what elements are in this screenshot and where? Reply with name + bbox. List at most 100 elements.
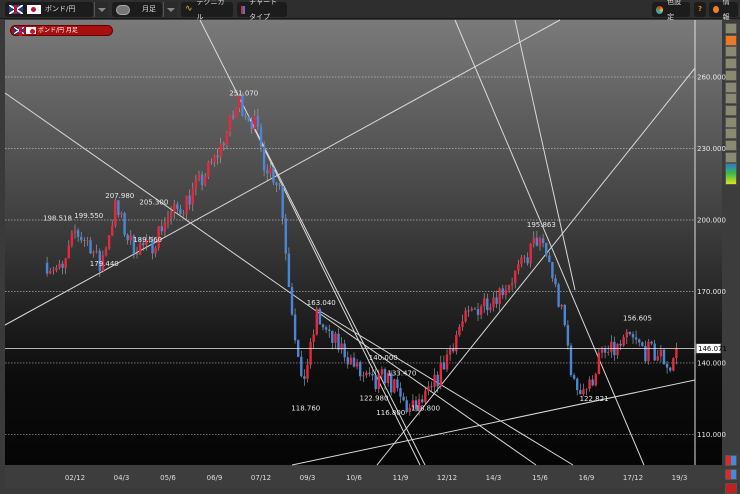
- candle-down: [631, 334, 635, 338]
- price-annotation: 118.800: [411, 404, 440, 412]
- candle-up: [393, 379, 396, 393]
- chart-type-button[interactable]: チャートタイプ: [237, 0, 287, 21]
- candle-up: [70, 232, 74, 246]
- trend-line: [376, 67, 696, 466]
- candle-up: [455, 335, 458, 352]
- time-tick-label: 19/3: [671, 474, 688, 482]
- candle-up: [138, 243, 142, 255]
- price-annotation: 199.550: [74, 212, 103, 220]
- zoom-out-icon[interactable]: [725, 469, 737, 480]
- top-toolbar: ポンド/円 月足 ∿ テクニカル チャートタイプ 色設定 ? 情報: [0, 0, 740, 21]
- price-annotation: 189.560: [133, 236, 162, 244]
- candle-down: [669, 367, 672, 371]
- candle-up: [461, 321, 464, 327]
- trendline-icon[interactable]: [725, 34, 737, 46]
- candle-down: [266, 170, 269, 174]
- candle-up: [458, 326, 461, 336]
- period-select[interactable]: 月足: [112, 2, 162, 17]
- candle-down: [628, 331, 632, 335]
- candle-up: [92, 251, 95, 254]
- zoom-in-icon[interactable]: [725, 455, 737, 466]
- fib-retracement-icon[interactable]: [725, 93, 737, 105]
- color-settings-button[interactable]: 色設定: [652, 0, 690, 21]
- candle-up: [191, 188, 194, 205]
- period-label: 月足: [142, 5, 156, 13]
- bar-icon[interactable]: [725, 128, 737, 140]
- info-button[interactable]: 情報: [709, 0, 738, 21]
- horizontal-line-icon[interactable]: [725, 46, 737, 58]
- candle-down: [343, 343, 346, 358]
- candle-up: [517, 264, 520, 271]
- candle-up: [104, 248, 108, 256]
- candle-down: [545, 243, 548, 256]
- time-tick-label: 09/3: [299, 474, 316, 482]
- candle-down: [244, 115, 247, 117]
- candle-down: [241, 95, 244, 116]
- price-annotation: 207.980: [105, 192, 134, 200]
- candle-down: [467, 310, 470, 312]
- technical-button[interactable]: ∿ テクニカル: [181, 0, 233, 21]
- candle-up: [166, 217, 170, 223]
- uk-flag-icon: [14, 27, 24, 36]
- chart-area[interactable]: [5, 20, 722, 465]
- candle-up: [67, 245, 70, 259]
- price-annotation: 122.821: [580, 395, 609, 403]
- candle-up: [622, 337, 625, 346]
- candle-down: [579, 390, 582, 395]
- candle-down: [442, 362, 446, 370]
- technical-icon: ∿: [185, 4, 193, 14]
- indicator-icon[interactable]: [725, 163, 737, 186]
- candle-down: [123, 212, 126, 235]
- candle-down: [45, 262, 49, 274]
- candle-down: [662, 349, 666, 364]
- fan-icon[interactable]: [725, 104, 737, 116]
- candle-up: [507, 285, 511, 291]
- candle-down: [160, 226, 163, 232]
- pair-dropdown-button[interactable]: [94, 2, 108, 17]
- candle-up: [349, 357, 353, 365]
- candle-up: [448, 349, 452, 355]
- candle-up: [340, 343, 343, 350]
- candle-down: [222, 143, 225, 146]
- candle-up: [538, 238, 542, 246]
- help-button[interactable]: ?: [694, 2, 706, 17]
- candle-down: [331, 330, 334, 343]
- candle-down: [293, 314, 297, 341]
- fibonacci-icon[interactable]: [725, 81, 737, 93]
- candle-up: [479, 306, 483, 315]
- eraser-icon[interactable]: [725, 140, 737, 151]
- price-annotation: 205.300: [139, 198, 168, 206]
- time-tick-label: 04/3: [113, 474, 130, 482]
- candle-down: [399, 387, 402, 397]
- period-icon[interactable]: [725, 116, 737, 128]
- candle-up: [498, 288, 501, 304]
- period-dropdown-button[interactable]: [163, 2, 177, 17]
- candle-up: [197, 174, 201, 180]
- candle-up: [470, 308, 473, 311]
- candle-up: [213, 155, 216, 163]
- trend-line: [514, 19, 576, 291]
- candle-up: [489, 307, 492, 311]
- cursor-icon[interactable]: [725, 23, 737, 34]
- candle-down: [644, 345, 647, 362]
- candle-down: [371, 373, 374, 376]
- channel-icon[interactable]: [725, 69, 737, 81]
- candle-down: [572, 375, 576, 379]
- price-annotation: 198.518: [43, 215, 72, 223]
- pair-label: ポンド/円: [45, 5, 76, 13]
- jp-flag-icon: [27, 5, 41, 14]
- candle-down: [337, 333, 340, 350]
- candle-up: [675, 348, 678, 359]
- candle-up: [411, 400, 415, 408]
- candle-down: [421, 399, 424, 403]
- candle-down: [247, 116, 250, 121]
- trend-line: [454, 19, 645, 466]
- candle-down: [262, 146, 266, 171]
- candle-down: [300, 356, 303, 377]
- trash-icon[interactable]: [725, 151, 737, 163]
- help-label: ?: [698, 5, 703, 13]
- currency-pair-select[interactable]: ポンド/円: [5, 2, 93, 17]
- vertical-line-icon[interactable]: [725, 58, 737, 70]
- time-tick-label: 10/6: [346, 474, 362, 482]
- candle-down: [200, 174, 204, 185]
